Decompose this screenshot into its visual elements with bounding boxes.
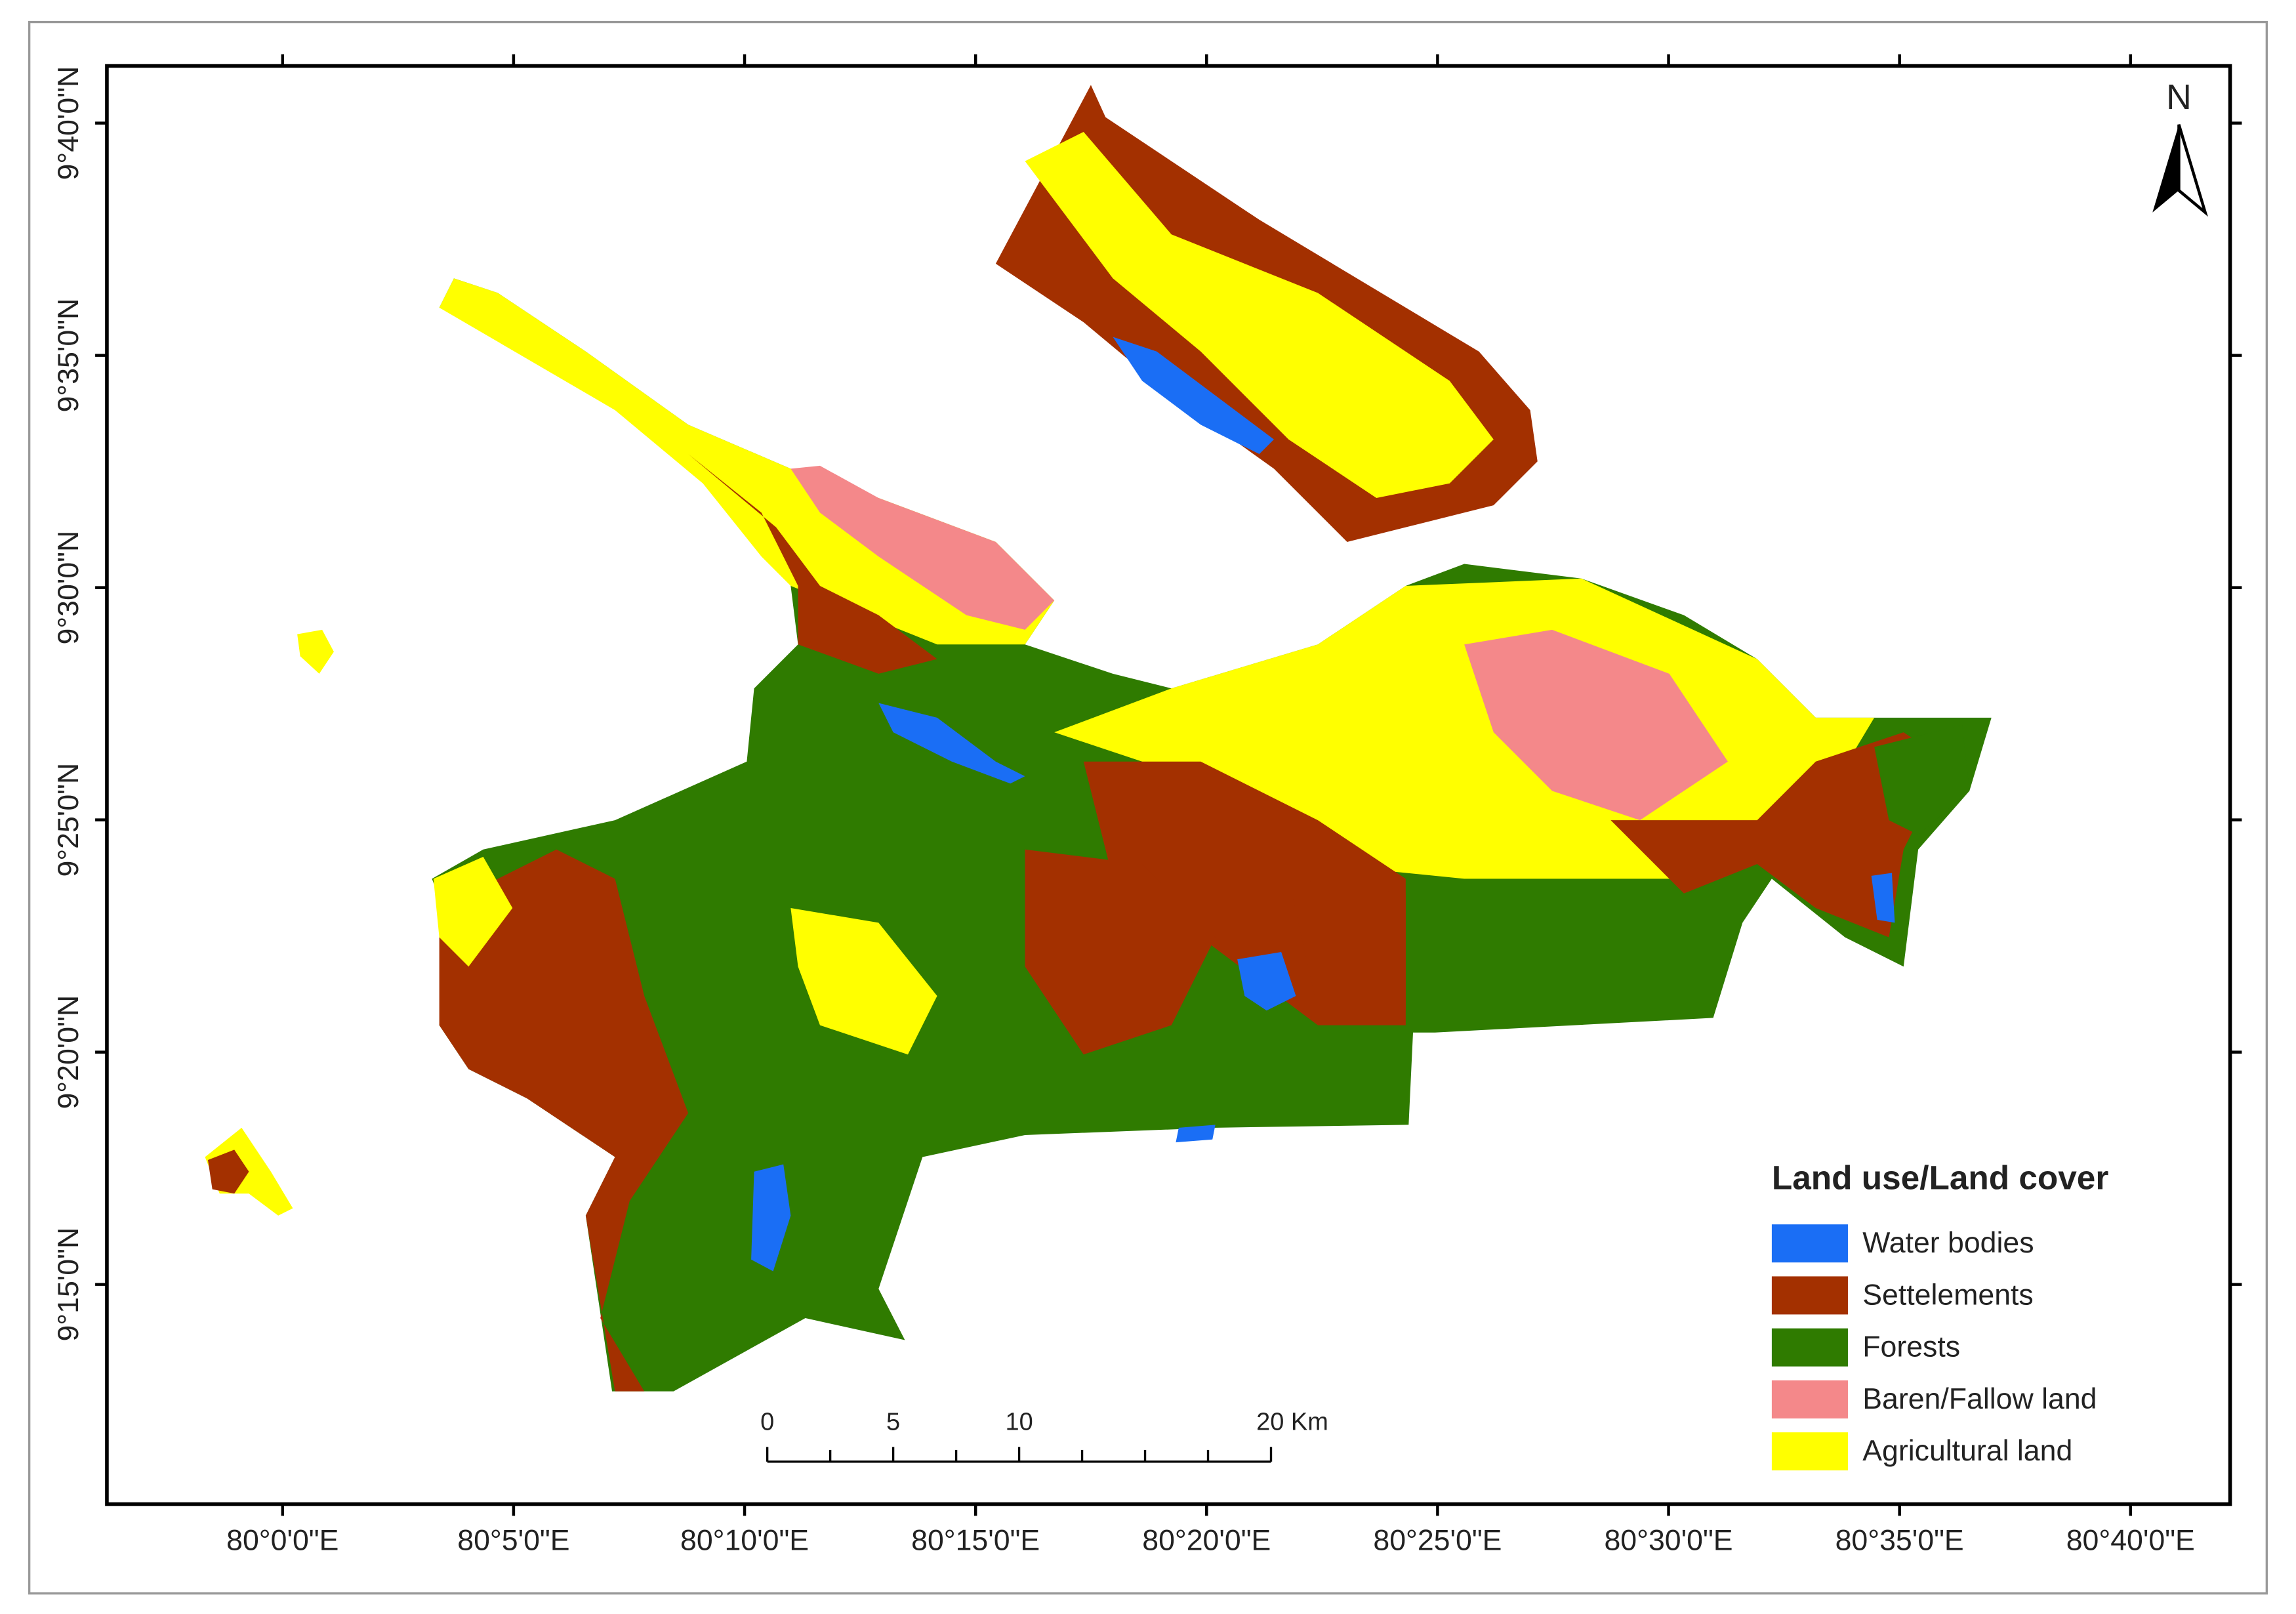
graticule-ticks: 9°40'0"N 9°35'0"N 9°30'0"N 9°25'0"N 9°20'0"N… [52, 54, 2242, 1556]
lat-label: 9°40'0"N [52, 66, 85, 180]
lon-label: 80°35'0"E [1835, 1524, 1964, 1556]
land-patch [439, 849, 689, 1392]
legend-label: Forests [1862, 1331, 1960, 1363]
lat-label: 9°30'0"N [52, 531, 85, 645]
lat-label: 9°20'0"N [52, 995, 85, 1109]
land-patch [790, 908, 937, 1055]
legend-label: Baren/Fallow land [1862, 1383, 2097, 1415]
land-patch [790, 465, 1055, 630]
land-cover [205, 85, 1992, 1392]
land-patch [1464, 629, 1728, 821]
land-patch [297, 629, 334, 674]
north-arrow-right [2177, 124, 2208, 217]
land-patch [1025, 131, 1494, 499]
lat-label: 9°15'0"N [52, 1228, 85, 1342]
land-patch [1237, 951, 1296, 1011]
land-patch [1025, 849, 1216, 1055]
land-patch [1871, 873, 1895, 923]
scale-label: 5 [886, 1409, 900, 1436]
scale-ticks [766, 1447, 1273, 1462]
lon-label: 80°20'0"E [1142, 1524, 1271, 1556]
land-patch [751, 1164, 791, 1272]
map-frame [105, 64, 2232, 1506]
land-patch [205, 1127, 293, 1216]
scale-label: 10 [1005, 1409, 1033, 1436]
lon-label: 80°0'0"E [226, 1524, 338, 1556]
land-patch [433, 856, 513, 967]
north-label: N [2166, 78, 2192, 117]
land-patch [688, 454, 937, 674]
legend-swatch [1771, 1276, 1848, 1315]
legend-label: Agricultural land [1862, 1435, 2072, 1467]
scale-bar: 0 5 10 20 Km [760, 1409, 1328, 1463]
land-patch [1176, 1125, 1216, 1143]
lon-label: 80°5'0"E [457, 1524, 569, 1556]
land-patch [1610, 732, 1948, 938]
legend-label: Settelements [1862, 1279, 2033, 1311]
land-patch [207, 1149, 249, 1194]
land-patch [1874, 725, 1970, 835]
scale-label: 0 [760, 1409, 774, 1436]
legend-label: Water bodies [1862, 1227, 2034, 1259]
scale-label: 20 Km [1256, 1409, 1328, 1436]
legend-swatch [1771, 1432, 1848, 1471]
lon-label: 80°25'0"E [1373, 1524, 1502, 1556]
lat-label: 9°25'0"N [52, 763, 85, 877]
lon-label: 80°30'0"E [1604, 1524, 1732, 1556]
lat-label: 9°35'0"N [52, 299, 85, 413]
legend: Land use/Land cover Water bodies Settelem… [1771, 1159, 2108, 1471]
legend-swatch [1771, 1328, 1848, 1367]
lon-label: 80°15'0"E [911, 1524, 1040, 1556]
land-patch [878, 703, 1025, 784]
lon-label: 80°40'0"E [2066, 1524, 2195, 1556]
lon-label: 80°10'0"E [680, 1524, 809, 1556]
legend-swatch [1771, 1224, 1848, 1263]
legend-swatch [1771, 1380, 1848, 1418]
land-patch [1113, 337, 1274, 455]
legend-title: Land use/Land cover [1772, 1159, 2108, 1197]
land-patch [1288, 879, 1406, 1011]
